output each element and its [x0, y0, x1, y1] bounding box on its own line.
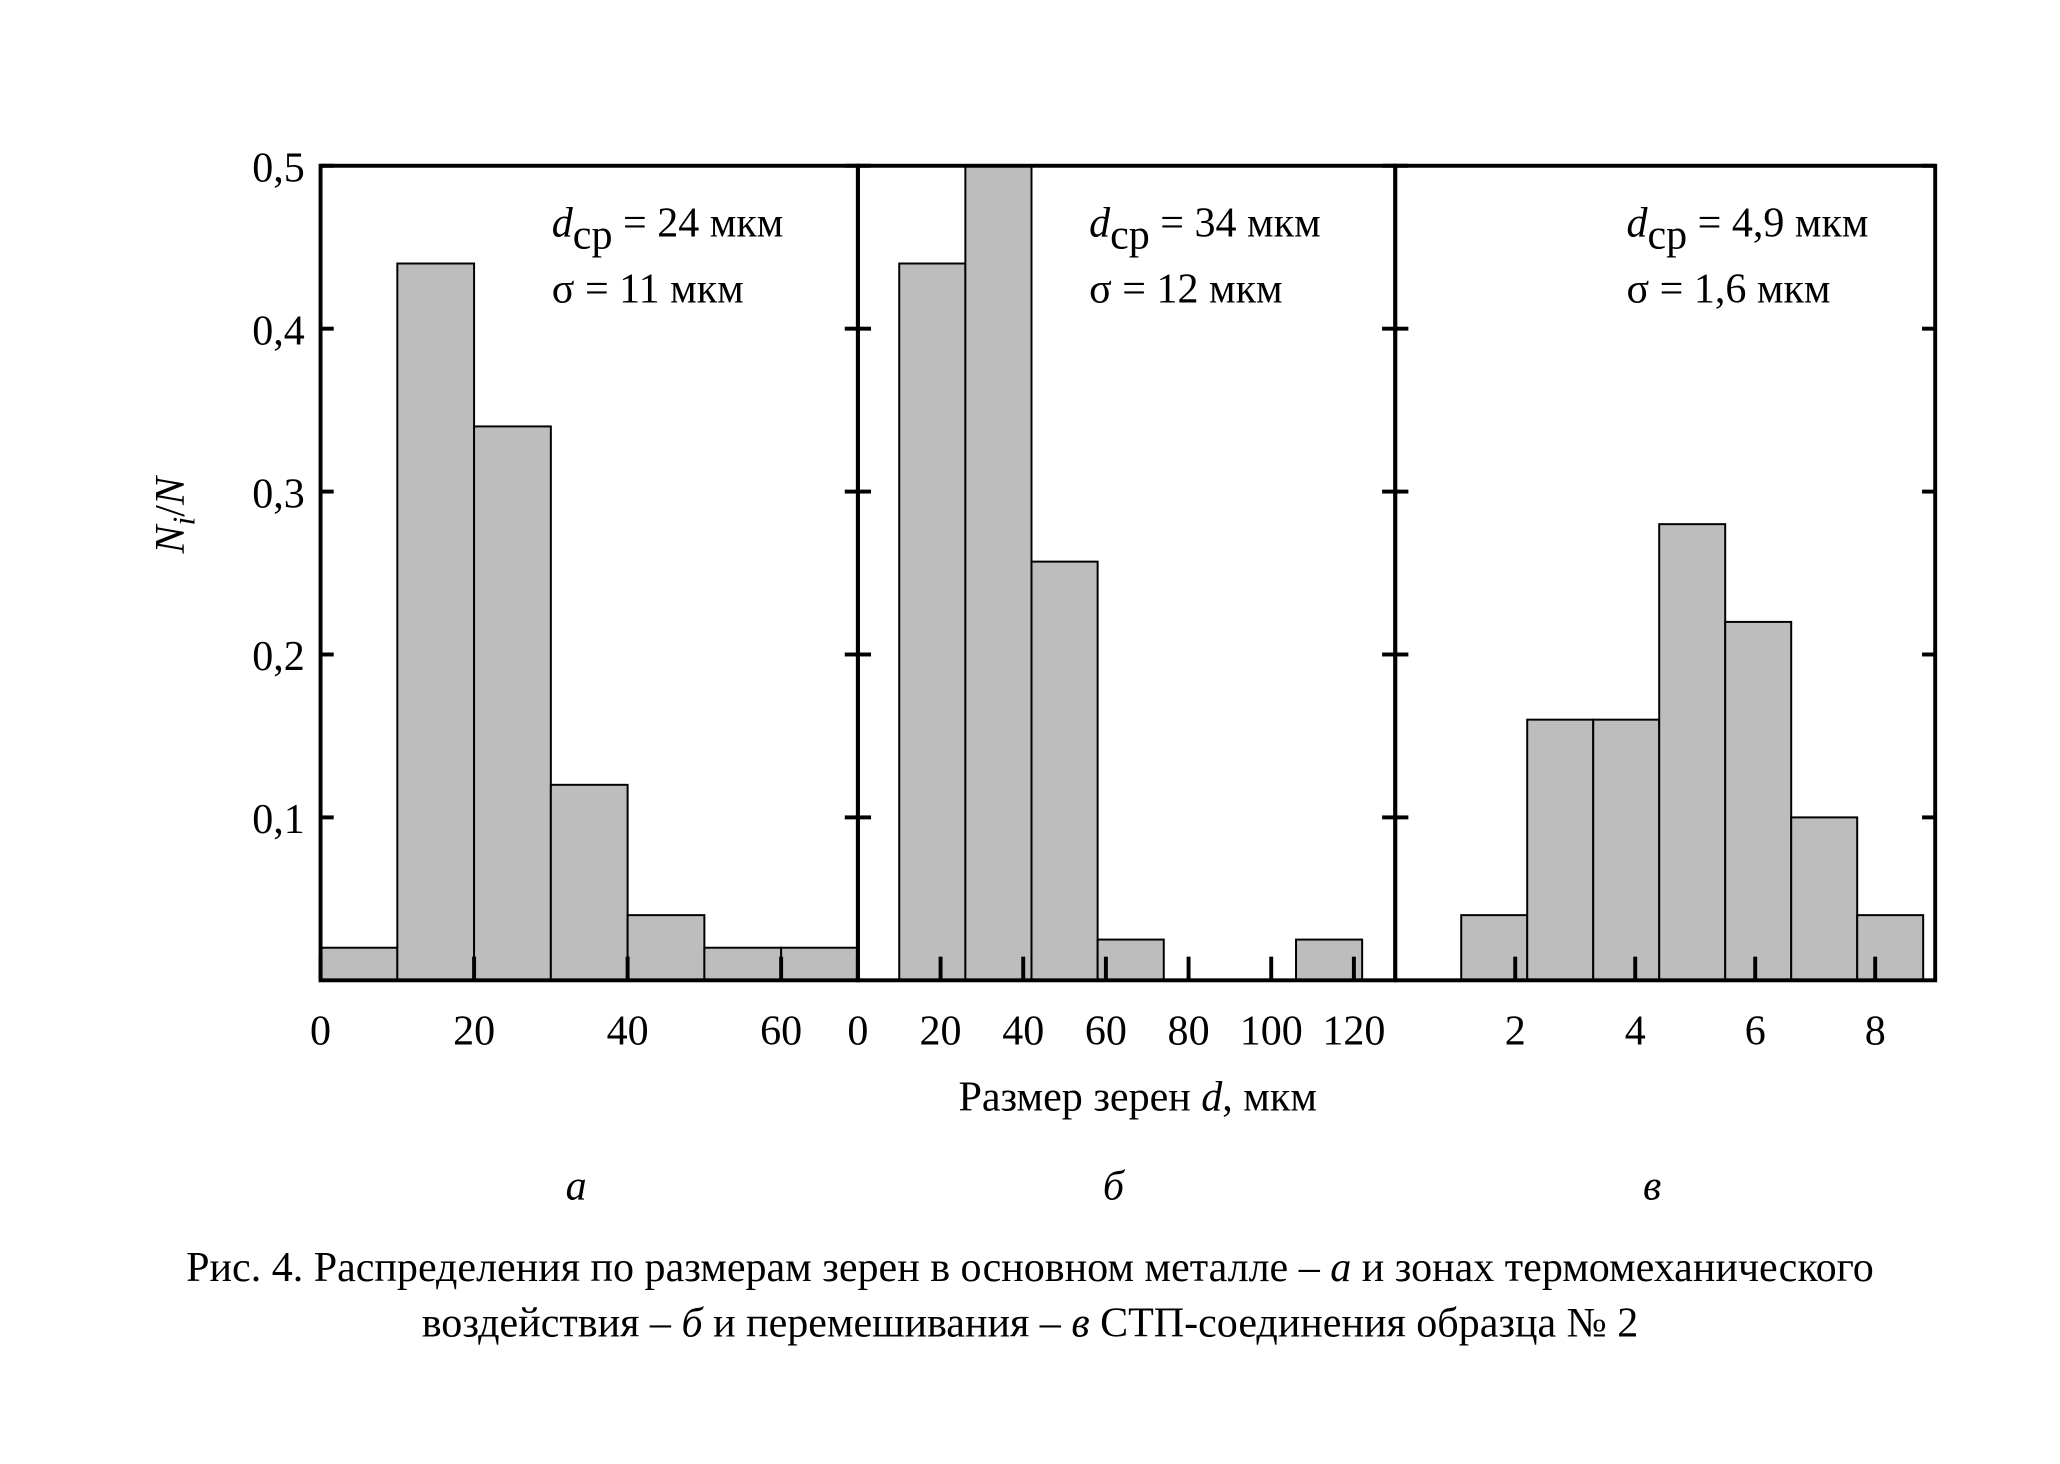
x-tick-label: 4: [1625, 1009, 1646, 1055]
annotation: dср = 34 мкм: [1089, 201, 1321, 259]
bar: [626, 914, 706, 982]
bar: [780, 946, 859, 982]
x-label-part: , мкм: [1222, 1074, 1317, 1120]
y-label-part: N: [148, 475, 194, 506]
x-label-part: d: [1201, 1074, 1223, 1120]
annotation-sigma: σ = 1,6 мкм: [1626, 266, 1830, 312]
y-tick-label: 0,4: [252, 308, 305, 354]
y-tick-label: 0,1: [252, 797, 305, 843]
annotation: dср = 24 мкм: [552, 201, 784, 259]
annotation-sigma: σ = 12 мкм: [1089, 266, 1283, 312]
caption-part: и перемешивания –: [703, 1300, 1072, 1346]
y-tick-label: 0,3: [252, 471, 305, 517]
x-tick-label: 2: [1505, 1009, 1526, 1055]
x-tick-label: 20: [920, 1009, 962, 1055]
annotation-text: = 4,9 мкм: [1687, 201, 1868, 247]
y-tick-label: 0,2: [252, 634, 305, 680]
bar: [703, 946, 783, 982]
panel-frame: [1393, 163, 1938, 983]
caption: Рис. 4. Распределения по размерам зерен …: [186, 1245, 1874, 1346]
x-tick-label: 60: [760, 1009, 802, 1055]
caption-part: и зонах термомеханического: [1351, 1245, 1874, 1291]
bar: [1030, 560, 1099, 982]
bar: [1460, 914, 1529, 982]
y-tick-label: 0,5: [252, 146, 305, 192]
bar: [1295, 938, 1364, 982]
caption-part: Рис. 4. Распределения по размерам зерен …: [186, 1245, 1330, 1291]
x-tick-label: 120: [1322, 1009, 1385, 1055]
caption-part: воздействия –: [422, 1300, 682, 1346]
annotation-symbol: d: [552, 201, 574, 247]
bar: [898, 262, 967, 982]
annotation-subscript: ср: [1647, 213, 1687, 259]
x-tick-label: 80: [1168, 1009, 1210, 1055]
x-tick-label: 8: [1865, 1009, 1886, 1055]
bar: [1592, 718, 1661, 982]
annotation-symbol: d: [1089, 201, 1111, 247]
x-tick-label: 100: [1240, 1009, 1303, 1055]
caption-part: а: [1330, 1245, 1351, 1291]
bar: [319, 946, 399, 982]
bar: [1658, 523, 1727, 982]
caption-line: Рис. 4. Распределения по размерам зерен …: [186, 1245, 1874, 1291]
bar: [964, 164, 1033, 982]
annotation-symbol: d: [1626, 201, 1648, 247]
caption-part: б: [681, 1300, 704, 1346]
x-label-part: Размер зерен: [959, 1074, 1202, 1120]
panel-label: а: [566, 1164, 587, 1210]
bar: [1724, 620, 1793, 982]
panel-label: б: [1103, 1164, 1126, 1210]
bar: [1790, 816, 1859, 982]
y-label-part: i: [166, 517, 201, 526]
annotation-subscript: ср: [573, 213, 613, 259]
x-tick-label: 40: [607, 1009, 649, 1055]
annotation: dср = 4,9 мкм: [1626, 201, 1868, 259]
x-tick-label: 20: [453, 1009, 495, 1055]
annotation-subscript: ср: [1110, 213, 1150, 259]
annotation-text: = 24 мкм: [612, 201, 783, 247]
bar: [473, 425, 552, 982]
caption-part: в: [1071, 1300, 1089, 1346]
caption-part: СТП-соединения образца № 2: [1090, 1300, 1639, 1346]
y-axis-label: Ni/N: [148, 445, 202, 606]
annotation-sigma: σ = 11 мкм: [552, 266, 744, 312]
x-tick-label: 0: [310, 1009, 331, 1055]
x-tick-label: 0: [847, 1009, 868, 1055]
x-axis-label: Размер зерен d, мкм: [906, 1074, 1348, 1120]
bar: [1096, 938, 1165, 982]
x-tick-label: 6: [1745, 1009, 1766, 1055]
annotation-text: = 34 мкм: [1150, 201, 1321, 247]
y-label-part: N: [148, 524, 194, 555]
x-tick-label: 40: [1002, 1009, 1044, 1055]
bar: [396, 262, 476, 982]
bar: [1856, 914, 1925, 982]
x-tick-label: 60: [1085, 1009, 1127, 1055]
y-label-part: /: [148, 505, 194, 517]
bar: [549, 783, 629, 982]
bar: [1526, 718, 1595, 982]
panel-label: в: [1643, 1164, 1661, 1210]
caption-line: воздействия – б и перемешивания – в СТП-…: [422, 1300, 1639, 1346]
